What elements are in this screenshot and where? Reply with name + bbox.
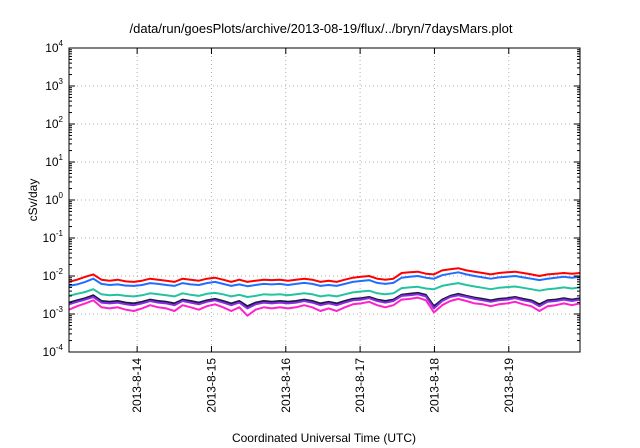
chart-title: /data/run/goesPlots/archive/2013-08-19/f… [130,21,513,36]
y-tick-label: 101 [45,153,63,169]
y-tick-label: 102 [45,115,63,131]
y-axis-label: cSv/day [26,179,40,222]
grid [69,48,580,352]
series-line-1 [68,267,581,283]
y-tick-label: 10-3 [43,305,64,321]
y-tick-label: 100 [45,191,63,207]
y-tick-label: 10-1 [43,229,64,245]
x-tick-label: 2013-8-16 [279,358,293,413]
y-axis: 10-4 10-3 10-2 10-1 100 101 102 103 104 [43,39,580,359]
y-tick-label: 10-4 [43,343,64,359]
series-line-6 [68,296,581,317]
series-line-2 [68,271,581,288]
y-tick-label: 10-2 [43,267,64,283]
x-tick-label: 2013-8-15 [204,358,218,413]
series-group [68,267,581,317]
x-tick-label: 2013-8-17 [353,358,367,413]
x-tick-label: 2013-8-18 [427,358,441,413]
y-tick-label: 104 [45,39,63,55]
series-line-3 [68,282,581,298]
y-tick-label: 103 [45,77,63,93]
series-line-4 [68,291,581,308]
x-axis: 2013-8-14 2013-8-15 2013-8-16 2013-8-17 2013… [130,48,516,413]
x-tick-label: 2013-8-19 [502,358,516,413]
x-axis-label: Coordinated Universal Time (UTC) [232,431,416,445]
series-line-5 [68,293,581,310]
x-tick-label: 2013-8-14 [130,358,144,413]
